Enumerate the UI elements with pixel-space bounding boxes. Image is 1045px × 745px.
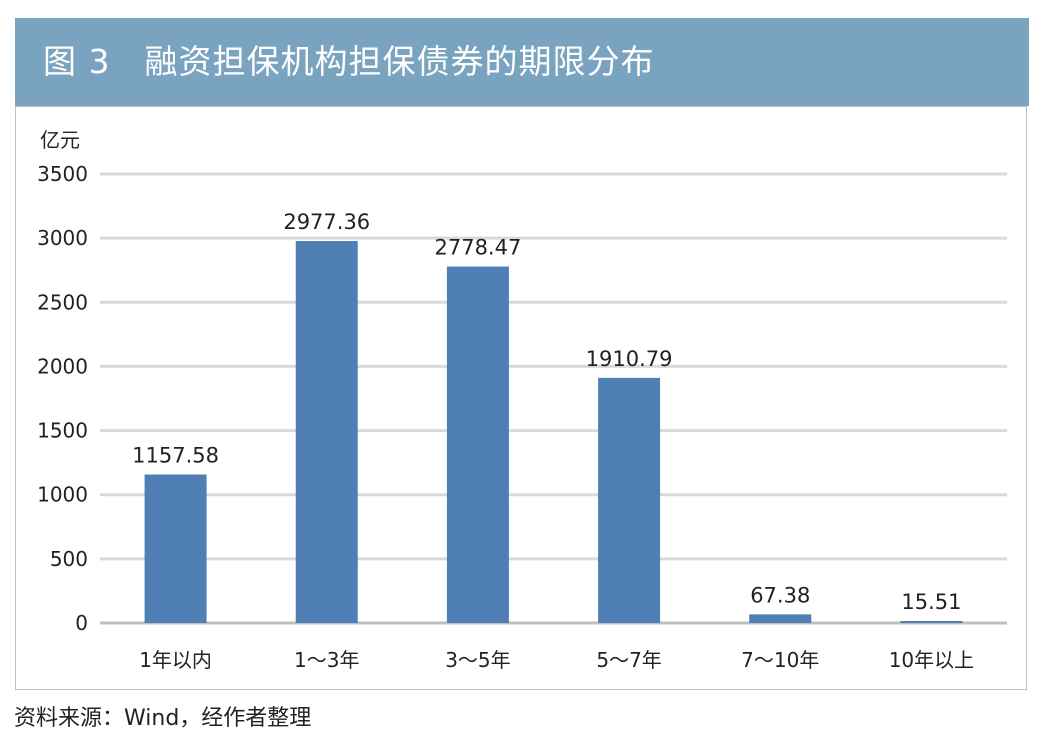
- x-tick-label: 7～10年: [741, 648, 819, 672]
- data-label: 1157.58: [132, 443, 219, 467]
- source-note: 资料来源：Wind，经作者整理: [14, 706, 312, 731]
- y-tick-label: 3000: [37, 226, 88, 250]
- y-tick-label: 3500: [37, 162, 88, 186]
- y-tick-label: 1000: [37, 483, 88, 507]
- bar: [446, 266, 509, 623]
- data-label: 1910.79: [586, 347, 673, 371]
- data-label: 2977.36: [283, 210, 370, 234]
- x-tick-label: 10年以上: [889, 648, 974, 672]
- bar: [749, 614, 812, 623]
- x-tick-label: 1～3年: [294, 648, 359, 672]
- data-label: 67.38: [750, 583, 810, 607]
- y-tick-label: 1500: [37, 419, 88, 443]
- y-tick-label: 500: [50, 547, 88, 571]
- bar: [598, 377, 661, 623]
- y-axis-unit-label: 亿元: [40, 128, 80, 152]
- bar: [295, 241, 358, 623]
- bars: [144, 241, 963, 623]
- y-tick-label: 2000: [37, 354, 88, 378]
- x-tick-label: 3～5年: [445, 648, 510, 672]
- data-labels: 1157.58 2977.36 2778.47 1910.79 67.38 15.51: [132, 210, 961, 614]
- y-axis-tick-labels: 0 500 1000 1500 2000 2500 3000 3500: [37, 162, 88, 635]
- bar: [900, 621, 963, 623]
- chart-header: 图 3 融资担保机构担保债券的期限分布: [15, 18, 1029, 106]
- x-tick-label: 1年以内: [139, 648, 212, 672]
- data-label: 2778.47: [434, 236, 521, 260]
- chart-title: 图 3 融资担保机构担保债券的期限分布: [43, 42, 655, 81]
- gridlines: [100, 172, 1007, 625]
- y-tick-label: 2500: [37, 290, 88, 314]
- bar-chart: 0 500 1000 1500 2000 2500 3000 3500 亿元 1157.58 2…: [37, 128, 1007, 672]
- chart-frame: [15, 106, 1027, 690]
- x-axis-tick-labels: 1年以内 1～3年 3～5年 5～7年 7～10年 10年以上: [139, 648, 974, 672]
- x-tick-label: 5～7年: [596, 648, 661, 672]
- bar: [144, 474, 207, 623]
- data-label: 15.51: [901, 590, 961, 614]
- y-tick-label: 0: [75, 611, 88, 635]
